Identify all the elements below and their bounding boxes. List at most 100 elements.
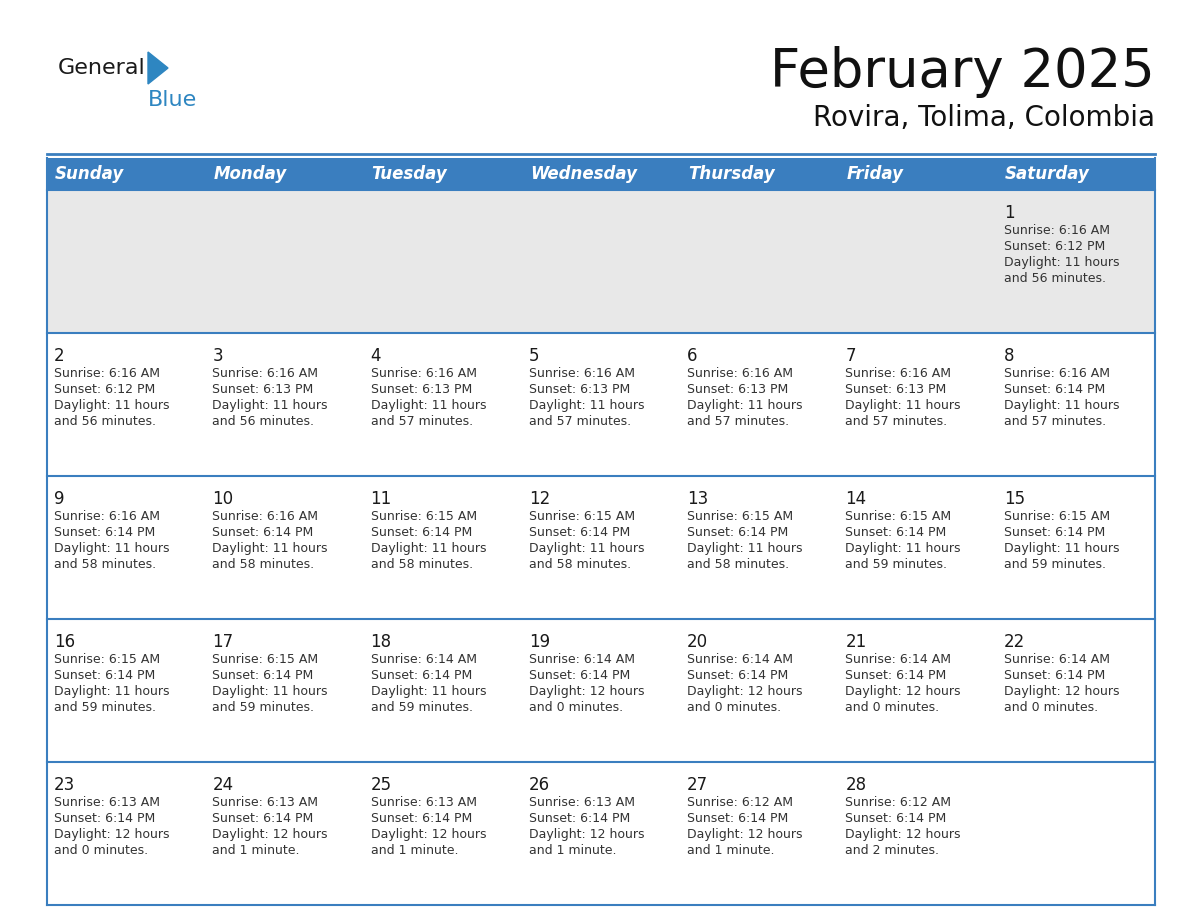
Text: and 0 minutes.: and 0 minutes. xyxy=(1004,701,1098,714)
Text: Sunset: 6:14 PM: Sunset: 6:14 PM xyxy=(1004,526,1105,539)
Text: Sunrise: 6:15 AM: Sunrise: 6:15 AM xyxy=(529,510,634,523)
Text: 13: 13 xyxy=(687,490,708,508)
Text: and 57 minutes.: and 57 minutes. xyxy=(371,415,473,428)
Text: Daylight: 11 hours: Daylight: 11 hours xyxy=(687,542,803,555)
Text: Sunrise: 6:16 AM: Sunrise: 6:16 AM xyxy=(53,367,160,380)
Text: 17: 17 xyxy=(213,633,233,651)
Text: 27: 27 xyxy=(687,776,708,794)
Bar xyxy=(681,158,839,190)
Text: 12: 12 xyxy=(529,490,550,508)
Text: 9: 9 xyxy=(53,490,64,508)
Text: Sunrise: 6:14 AM: Sunrise: 6:14 AM xyxy=(371,653,476,666)
Bar xyxy=(48,158,206,190)
Text: 8: 8 xyxy=(1004,347,1015,365)
Text: Sunrise: 6:15 AM: Sunrise: 6:15 AM xyxy=(846,510,952,523)
Polygon shape xyxy=(148,52,168,84)
Text: Daylight: 11 hours: Daylight: 11 hours xyxy=(529,542,644,555)
Bar xyxy=(364,158,522,190)
Text: February 2025: February 2025 xyxy=(770,46,1155,98)
Text: Daylight: 11 hours: Daylight: 11 hours xyxy=(213,542,328,555)
Bar xyxy=(48,762,1155,905)
Text: Sunset: 6:14 PM: Sunset: 6:14 PM xyxy=(529,526,630,539)
Text: Tuesday: Tuesday xyxy=(372,165,448,183)
Text: Sunset: 6:13 PM: Sunset: 6:13 PM xyxy=(846,383,947,396)
Text: Sunset: 6:14 PM: Sunset: 6:14 PM xyxy=(371,669,472,682)
Text: Sunrise: 6:16 AM: Sunrise: 6:16 AM xyxy=(846,367,952,380)
Text: Sunset: 6:14 PM: Sunset: 6:14 PM xyxy=(213,669,314,682)
Text: Wednesday: Wednesday xyxy=(530,165,637,183)
Text: Daylight: 11 hours: Daylight: 11 hours xyxy=(53,399,170,412)
Text: Sunrise: 6:12 AM: Sunrise: 6:12 AM xyxy=(687,796,794,809)
Text: 26: 26 xyxy=(529,776,550,794)
Text: Daylight: 11 hours: Daylight: 11 hours xyxy=(1004,399,1119,412)
Text: Sunset: 6:14 PM: Sunset: 6:14 PM xyxy=(53,669,156,682)
Text: 14: 14 xyxy=(846,490,866,508)
Text: Sunset: 6:13 PM: Sunset: 6:13 PM xyxy=(529,383,630,396)
Text: Sunset: 6:14 PM: Sunset: 6:14 PM xyxy=(529,812,630,825)
Text: and 56 minutes.: and 56 minutes. xyxy=(53,415,156,428)
Text: 7: 7 xyxy=(846,347,855,365)
Text: and 56 minutes.: and 56 minutes. xyxy=(1004,272,1106,285)
Bar xyxy=(48,619,1155,762)
Text: Daylight: 11 hours: Daylight: 11 hours xyxy=(1004,542,1119,555)
Text: Sunset: 6:14 PM: Sunset: 6:14 PM xyxy=(53,526,156,539)
Text: Daylight: 11 hours: Daylight: 11 hours xyxy=(371,399,486,412)
Text: Sunset: 6:12 PM: Sunset: 6:12 PM xyxy=(1004,240,1105,253)
Text: Sunrise: 6:16 AM: Sunrise: 6:16 AM xyxy=(213,367,318,380)
Text: 15: 15 xyxy=(1004,490,1025,508)
Text: Thursday: Thursday xyxy=(688,165,775,183)
Text: Rovira, Tolima, Colombia: Rovira, Tolima, Colombia xyxy=(813,104,1155,132)
Text: and 58 minutes.: and 58 minutes. xyxy=(371,558,473,571)
Text: Daylight: 12 hours: Daylight: 12 hours xyxy=(529,685,644,698)
Text: Daylight: 11 hours: Daylight: 11 hours xyxy=(53,542,170,555)
Text: and 57 minutes.: and 57 minutes. xyxy=(846,415,948,428)
Text: and 0 minutes.: and 0 minutes. xyxy=(529,701,623,714)
Text: Daylight: 11 hours: Daylight: 11 hours xyxy=(1004,256,1119,269)
Text: Sunset: 6:14 PM: Sunset: 6:14 PM xyxy=(846,812,947,825)
Text: 20: 20 xyxy=(687,633,708,651)
Text: Sunrise: 6:16 AM: Sunrise: 6:16 AM xyxy=(53,510,160,523)
Text: Sunset: 6:14 PM: Sunset: 6:14 PM xyxy=(687,812,789,825)
Text: 4: 4 xyxy=(371,347,381,365)
Text: and 59 minutes.: and 59 minutes. xyxy=(53,701,156,714)
Text: Sunset: 6:14 PM: Sunset: 6:14 PM xyxy=(53,812,156,825)
Text: and 2 minutes.: and 2 minutes. xyxy=(846,844,940,857)
Text: Daylight: 11 hours: Daylight: 11 hours xyxy=(529,399,644,412)
Text: and 59 minutes.: and 59 minutes. xyxy=(371,701,473,714)
Text: 19: 19 xyxy=(529,633,550,651)
Text: Sunrise: 6:15 AM: Sunrise: 6:15 AM xyxy=(687,510,794,523)
Bar xyxy=(522,158,681,190)
Text: and 58 minutes.: and 58 minutes. xyxy=(529,558,631,571)
Text: Sunset: 6:14 PM: Sunset: 6:14 PM xyxy=(1004,669,1105,682)
Text: Sunset: 6:13 PM: Sunset: 6:13 PM xyxy=(371,383,472,396)
Text: 16: 16 xyxy=(53,633,75,651)
Text: and 57 minutes.: and 57 minutes. xyxy=(529,415,631,428)
Text: Monday: Monday xyxy=(214,165,286,183)
Text: Daylight: 11 hours: Daylight: 11 hours xyxy=(846,399,961,412)
Text: Sunrise: 6:13 AM: Sunrise: 6:13 AM xyxy=(213,796,318,809)
Text: and 1 minute.: and 1 minute. xyxy=(213,844,299,857)
Text: Daylight: 12 hours: Daylight: 12 hours xyxy=(529,828,644,841)
Text: Sunrise: 6:16 AM: Sunrise: 6:16 AM xyxy=(1004,224,1110,237)
Text: 23: 23 xyxy=(53,776,75,794)
Bar xyxy=(997,158,1155,190)
Text: Sunset: 6:13 PM: Sunset: 6:13 PM xyxy=(213,383,314,396)
Text: and 59 minutes.: and 59 minutes. xyxy=(846,558,947,571)
Text: Sunset: 6:14 PM: Sunset: 6:14 PM xyxy=(371,812,472,825)
Text: Sunrise: 6:14 AM: Sunrise: 6:14 AM xyxy=(846,653,952,666)
Text: and 0 minutes.: and 0 minutes. xyxy=(846,701,940,714)
Text: and 59 minutes.: and 59 minutes. xyxy=(213,701,315,714)
Text: 21: 21 xyxy=(846,633,867,651)
Text: and 56 minutes.: and 56 minutes. xyxy=(213,415,315,428)
Text: Sunrise: 6:15 AM: Sunrise: 6:15 AM xyxy=(1004,510,1110,523)
Text: 2: 2 xyxy=(53,347,64,365)
Text: Sunrise: 6:14 AM: Sunrise: 6:14 AM xyxy=(1004,653,1110,666)
Text: 5: 5 xyxy=(529,347,539,365)
Text: and 0 minutes.: and 0 minutes. xyxy=(53,844,148,857)
Text: Sunrise: 6:16 AM: Sunrise: 6:16 AM xyxy=(687,367,794,380)
Text: Daylight: 12 hours: Daylight: 12 hours xyxy=(687,828,803,841)
Text: Sunrise: 6:15 AM: Sunrise: 6:15 AM xyxy=(213,653,318,666)
Text: Sunset: 6:14 PM: Sunset: 6:14 PM xyxy=(687,669,789,682)
Text: Daylight: 11 hours: Daylight: 11 hours xyxy=(371,685,486,698)
Text: Daylight: 11 hours: Daylight: 11 hours xyxy=(53,685,170,698)
